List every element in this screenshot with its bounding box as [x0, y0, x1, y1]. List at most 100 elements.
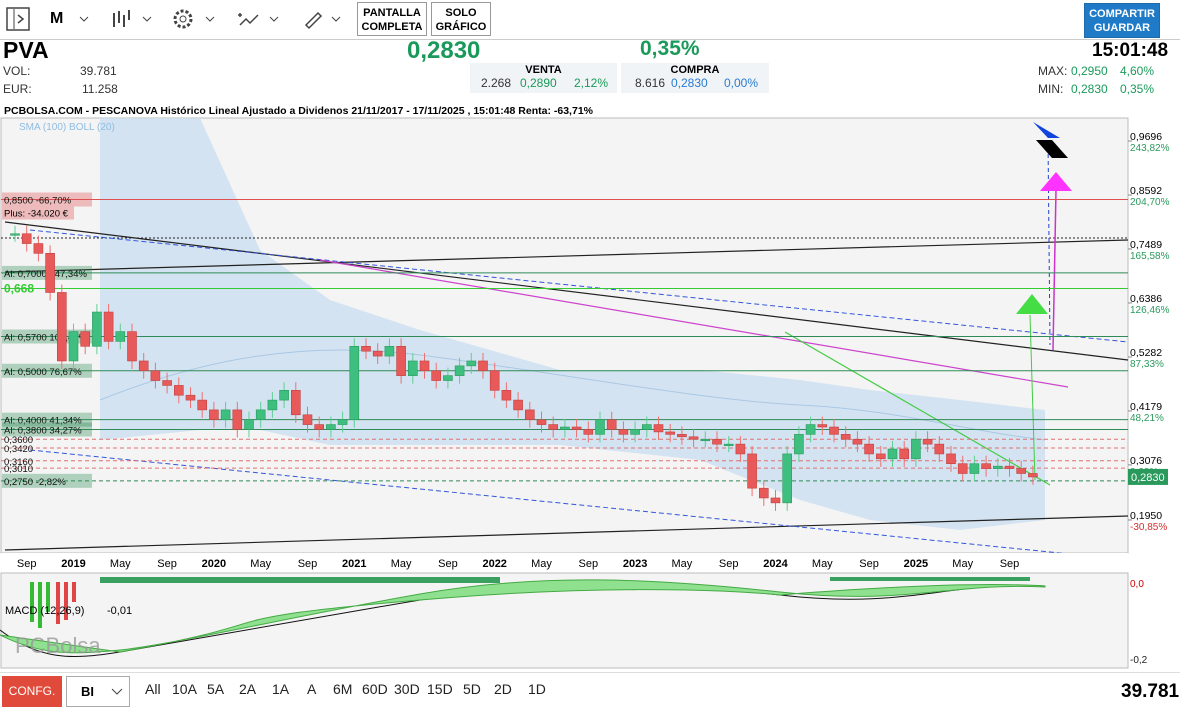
level-box — [2, 473, 92, 488]
x-tick-label: 2023 — [623, 558, 647, 570]
candle — [758, 487, 769, 499]
candle — [138, 360, 149, 372]
macd-hist — [100, 577, 500, 583]
target-line — [1047, 139, 1051, 346]
candle — [957, 463, 968, 474]
level-label: 0,3420 — [4, 444, 33, 455]
range-button[interactable]: 2A — [239, 681, 257, 697]
dropdown-icon[interactable] — [110, 688, 124, 696]
range-button[interactable]: 60D — [362, 681, 388, 697]
x-tick-label: Sep — [17, 558, 37, 570]
candle — [454, 365, 465, 376]
min-pct: 0,35% — [1120, 82, 1155, 96]
candle — [922, 438, 933, 445]
indicators: SMA (100) BOLL (20) — [19, 122, 115, 133]
x-tick-label: 2021 — [342, 558, 366, 570]
share-button[interactable]: COMPARTIR GUARDAR — [1084, 3, 1160, 38]
config-button[interactable]: CONFG. — [2, 676, 62, 707]
draw-icon[interactable] — [304, 11, 323, 30]
dropdown-icon[interactable] — [205, 16, 215, 22]
candle — [21, 233, 32, 244]
candle — [864, 443, 874, 455]
chart-only-button[interactable]: SOLO GRÁFICO — [431, 2, 491, 36]
range-button[interactable]: 30D — [394, 681, 420, 697]
macd-hist — [64, 582, 68, 620]
y-tick-pct: 204,70% — [1130, 197, 1170, 208]
range-button[interactable]: 5D — [463, 681, 481, 697]
candle — [712, 438, 722, 445]
candle — [80, 331, 90, 347]
x-tick-label: May — [952, 558, 973, 570]
candle — [934, 443, 945, 455]
range-button[interactable]: 5A — [207, 681, 225, 697]
range-button[interactable]: All — [145, 681, 161, 697]
date-axis — [1, 553, 1128, 573]
trend-line — [4, 515, 1129, 551]
dropdown-icon[interactable] — [79, 16, 89, 22]
range-button[interactable]: 2D — [494, 681, 512, 697]
candle — [174, 385, 184, 396]
macd-hist — [72, 582, 76, 602]
range-button[interactable]: A — [307, 681, 317, 697]
y-tick-label: 0,5282 — [1130, 347, 1162, 359]
chart-title: PCBOLSA.COM - PESCANOVA Histórico Lineal… — [4, 105, 594, 117]
y-tick-label: 0,7489 — [1130, 239, 1162, 251]
range-button[interactable]: 1D — [528, 681, 546, 697]
level-label: 0,2750 -2,82% — [4, 477, 66, 488]
candle — [197, 399, 207, 411]
x-tick-label: Sep — [1000, 558, 1020, 570]
level-label: Al: 0,4000 41,34% — [4, 416, 82, 427]
candle — [209, 409, 219, 420]
target-arrow — [1040, 172, 1072, 191]
candle — [817, 424, 828, 428]
candle — [489, 370, 500, 391]
candle — [536, 419, 547, 425]
candle — [443, 375, 453, 381]
candle — [103, 311, 114, 342]
candle — [290, 390, 301, 416]
target-arrow — [1016, 294, 1048, 314]
range-button[interactable]: 10A — [172, 681, 197, 697]
candle — [723, 443, 734, 446]
x-tick-label: 2025 — [904, 558, 928, 570]
candle — [1004, 465, 1015, 469]
candle — [805, 424, 816, 435]
range-button[interactable]: 1A — [272, 681, 290, 697]
candle — [326, 424, 336, 430]
sidebar-icon[interactable] — [6, 7, 30, 31]
y-tick-label: 0,4179 — [1130, 401, 1162, 413]
fullscreen-button[interactable]: PANTALLA COMPLETA — [357, 2, 427, 36]
trend-line — [784, 331, 1051, 486]
range-button[interactable]: 6M — [333, 681, 353, 697]
price: 0,2830 — [407, 37, 481, 64]
dropdown-icon[interactable] — [331, 16, 341, 22]
buy-box: COMPRA 8.616 0,2830 0,00% — [621, 63, 769, 93]
y-tick-pct: 48,21% — [1130, 413, 1164, 424]
candle — [852, 438, 863, 445]
dropdown-icon[interactable] — [142, 16, 152, 22]
candles-icon[interactable] — [113, 10, 130, 27]
candle — [641, 424, 652, 430]
candle — [337, 419, 348, 425]
candle — [302, 414, 313, 425]
min-price: 0,2830 — [1071, 82, 1108, 96]
candle — [992, 465, 1003, 469]
y-tick-pct: 126,46% — [1130, 305, 1170, 316]
macd-hist — [30, 582, 34, 622]
level-label: 0,8500 -66,70% — [4, 196, 72, 207]
mode-select[interactable]: BI — [66, 676, 130, 707]
range-button[interactable]: 15D — [427, 681, 453, 697]
interval-button[interactable]: M — [50, 10, 64, 27]
y-tick-label: 0,6386 — [1130, 293, 1162, 305]
settings-icon[interactable] — [173, 9, 193, 29]
footer-volume: 39.781 — [1121, 681, 1180, 702]
x-tick-label: Sep — [859, 558, 879, 570]
candle — [770, 497, 781, 504]
candle — [560, 426, 570, 430]
x-tick-label: Sep — [719, 558, 739, 570]
ticker: PVA — [3, 37, 49, 63]
candle — [279, 390, 289, 401]
indicators-icon[interactable] — [238, 13, 259, 26]
dropdown-icon[interactable] — [269, 16, 279, 22]
